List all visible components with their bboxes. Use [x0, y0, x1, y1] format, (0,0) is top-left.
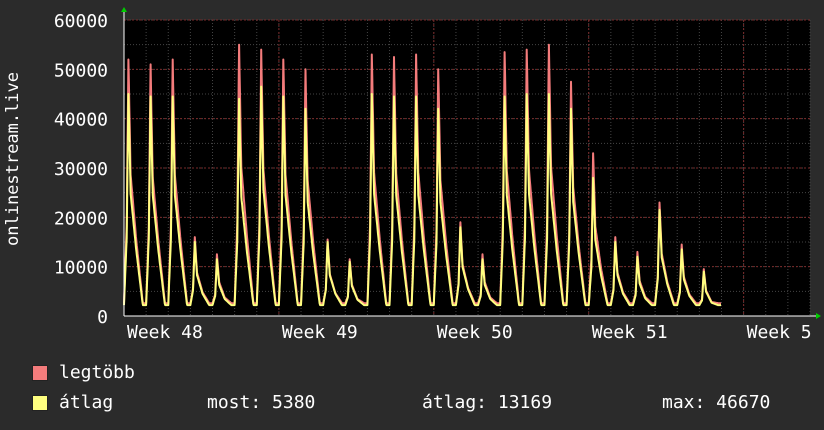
series-atlag-line: [123, 85, 722, 307]
stat-max: max: 46670: [662, 392, 771, 413]
legend-item-atlag: átlag most: 5380 átlag: 13169 max: 46670: [32, 392, 822, 414]
y-axis-arrow: [121, 7, 127, 12]
legend-label-legtobb: legtöbb: [59, 362, 135, 383]
x-tick-label: Week 49: [282, 322, 358, 343]
chart: 0 10000 20000 30000 40000 50000 60000 Week 48 We…: [54, 7, 821, 343]
y-tick-label: 50000: [54, 60, 108, 81]
y-tick-label: 0: [97, 307, 108, 328]
legend-label-atlag: átlag: [59, 392, 114, 413]
y-tick-label: 20000: [54, 208, 108, 229]
y-tick-label: 10000: [54, 258, 108, 279]
y-tick-label: 60000: [54, 11, 108, 32]
y-tick-label: 30000: [54, 159, 108, 180]
x-axis-arrow: [816, 313, 821, 319]
y-axis-label: onlinestream.live: [3, 72, 23, 246]
x-tick-label: Week 5: [747, 322, 812, 343]
legend-swatch-atlag: [32, 395, 48, 411]
legend-swatch-legtobb: [32, 365, 48, 381]
stat-atlag: átlag: 13169: [422, 392, 553, 413]
x-tick-label: Week 50: [437, 322, 513, 343]
legend-item-legtobb: legtöbb: [32, 362, 822, 384]
x-tick-label: Week 48: [127, 322, 203, 343]
x-tick-label: Week 51: [592, 322, 668, 343]
stat-most: most: 5380: [207, 392, 316, 413]
y-tick-label: 40000: [54, 110, 108, 131]
